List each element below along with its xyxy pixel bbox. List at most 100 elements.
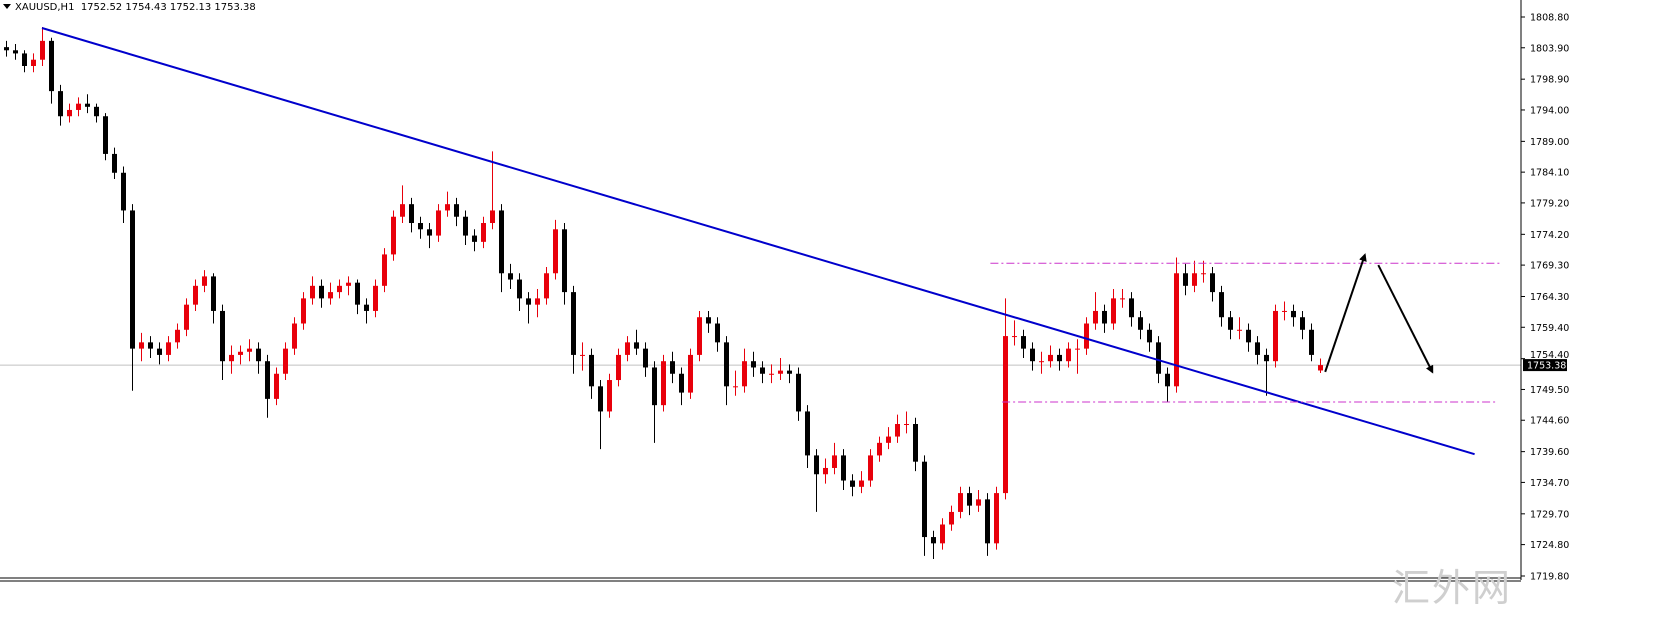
bull-candle-body	[1039, 361, 1044, 363]
bull-candle-body	[310, 285, 315, 299]
bear-candle-body	[967, 493, 972, 506]
candle	[247, 339, 252, 362]
y-tick-label: 1774.20	[1530, 230, 1569, 241]
candle	[337, 279, 342, 299]
candle	[1237, 317, 1242, 340]
candle	[931, 530, 936, 560]
bear-candle-body	[4, 47, 9, 51]
candle	[877, 436, 882, 462]
candle	[472, 229, 477, 252]
candle	[904, 411, 909, 434]
candle	[1246, 323, 1251, 352]
y-tick-label: 1794.00	[1530, 105, 1569, 116]
bull-candle-body	[1066, 348, 1071, 362]
candle	[1102, 304, 1107, 333]
candle	[679, 367, 684, 406]
candle	[220, 304, 225, 381]
candle	[733, 370, 738, 396]
bear-candle-body	[715, 323, 720, 343]
bull-candle-body	[373, 285, 378, 311]
bear-candle-body	[1156, 342, 1161, 374]
candle	[562, 223, 567, 305]
bull-candle-body	[337, 285, 342, 293]
bear-candle-body	[1183, 273, 1188, 286]
candle	[1318, 358, 1323, 373]
candle	[553, 219, 558, 280]
candle	[913, 417, 918, 472]
bear-candle-body	[1021, 336, 1026, 349]
candle	[1210, 266, 1215, 302]
candle	[697, 310, 702, 362]
candle	[67, 103, 72, 123]
candle	[1165, 367, 1170, 403]
candle	[742, 348, 747, 393]
trendline[interactable]	[41, 27, 1475, 456]
candle	[823, 458, 828, 484]
candle	[1129, 292, 1134, 327]
y-tick-label: 1719.80	[1530, 572, 1569, 583]
candle	[526, 292, 531, 324]
candle	[715, 317, 720, 352]
candle	[436, 204, 441, 242]
bull-candle-body	[607, 380, 612, 412]
candle	[859, 471, 864, 494]
current-price-badge	[1523, 359, 1567, 372]
candle	[976, 489, 981, 512]
candle	[157, 342, 162, 365]
bull-candle-body	[1120, 298, 1125, 300]
bear-candle-body	[679, 373, 684, 393]
bear-candle-body	[463, 216, 468, 236]
candle	[175, 323, 180, 349]
candle	[1201, 260, 1206, 283]
bear-candle-body	[1030, 348, 1035, 362]
y-tick-label: 1739.60	[1530, 447, 1569, 458]
bear-candle-body	[1300, 317, 1305, 330]
bear-candle-body	[103, 116, 108, 154]
bull-candle-body	[895, 424, 900, 437]
candle	[1075, 339, 1080, 374]
bull-candle-body	[778, 370, 783, 374]
candle	[769, 364, 774, 384]
candle	[598, 380, 603, 450]
candle	[661, 354, 666, 412]
candle	[490, 151, 495, 230]
bear-candle-body	[1210, 273, 1215, 293]
candle	[1147, 323, 1152, 352]
bull-candle-body	[193, 285, 198, 305]
candle	[1120, 288, 1125, 308]
y-tick-label: 1749.50	[1530, 385, 1569, 396]
bull-candle-body	[247, 348, 252, 352]
bear-candle-body	[652, 367, 657, 406]
bear-candle-body	[418, 223, 423, 230]
bear-candle-body	[211, 276, 216, 311]
dropdown-triangle-icon[interactable]	[3, 4, 11, 9]
bull-candle-body	[1192, 273, 1197, 286]
candle	[49, 37, 54, 104]
candle	[1282, 301, 1287, 321]
candle	[778, 358, 783, 381]
candle	[40, 27, 45, 66]
candle	[1228, 310, 1233, 340]
candle	[238, 345, 243, 365]
bear-candle-body	[265, 361, 270, 399]
candle	[310, 276, 315, 305]
bear-candle-body	[1228, 317, 1233, 330]
y-tick-label: 1803.90	[1530, 43, 1569, 54]
bull-candle-body	[580, 354, 585, 356]
candle	[787, 364, 792, 384]
bull-candle-body	[328, 292, 333, 299]
bull-candle-body	[40, 40, 45, 60]
candle	[670, 351, 675, 384]
y-tick-label: 1729.70	[1530, 509, 1569, 520]
bear-candle-body	[130, 210, 135, 349]
candle	[1057, 348, 1062, 371]
candle	[229, 345, 234, 374]
candle	[166, 336, 171, 362]
candle	[445, 191, 450, 217]
bull-candle-body	[1273, 310, 1278, 362]
y-tick-label: 1784.10	[1530, 168, 1569, 179]
candle	[850, 474, 855, 497]
candle	[454, 197, 459, 227]
candle	[148, 336, 153, 359]
